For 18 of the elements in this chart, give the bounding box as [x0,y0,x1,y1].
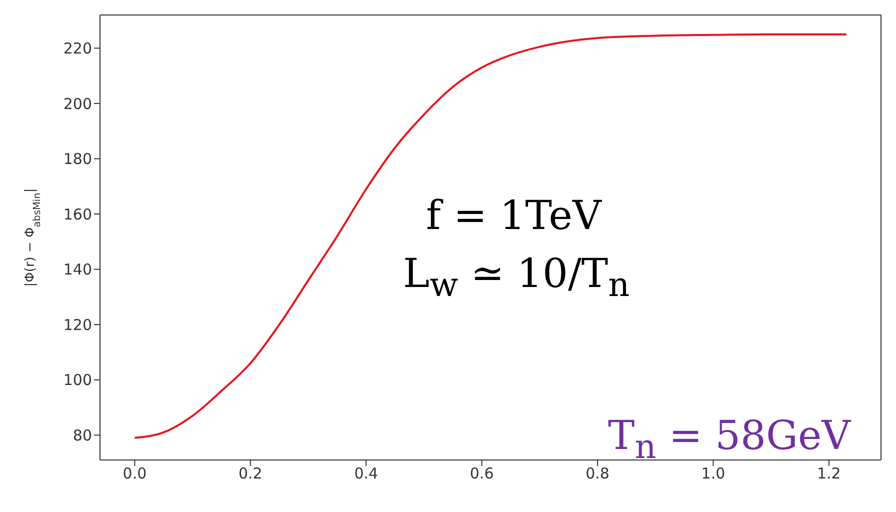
y-tick-label: 140 [63,260,92,279]
x-tick-label: 1.0 [701,464,726,483]
x-tick-label: 0.0 [122,464,147,483]
y-tick-label: 220 [63,39,92,58]
annotation: L$_{w}$ ≃ 10/T$_{n}$ [403,251,630,304]
y-tick-label: 160 [63,205,92,224]
annotation: f = 1TeV [426,193,602,239]
y-tick-label: 200 [63,94,92,113]
y-tick-label: 120 [63,316,92,334]
y-tick-label: 80 [72,426,92,444]
x-tick-label: 0.4 [354,464,378,483]
y-tick-label: 100 [63,371,92,390]
x-tick-label: 1.2 [817,464,841,483]
x-tick-label: 0.2 [238,464,262,483]
y-tick-label: 180 [63,150,92,168]
x-tick-label: 0.8 [586,464,610,483]
annotation: T$_{n}$ = 58GeV [608,413,851,466]
x-tick-label: 0.6 [470,464,494,483]
